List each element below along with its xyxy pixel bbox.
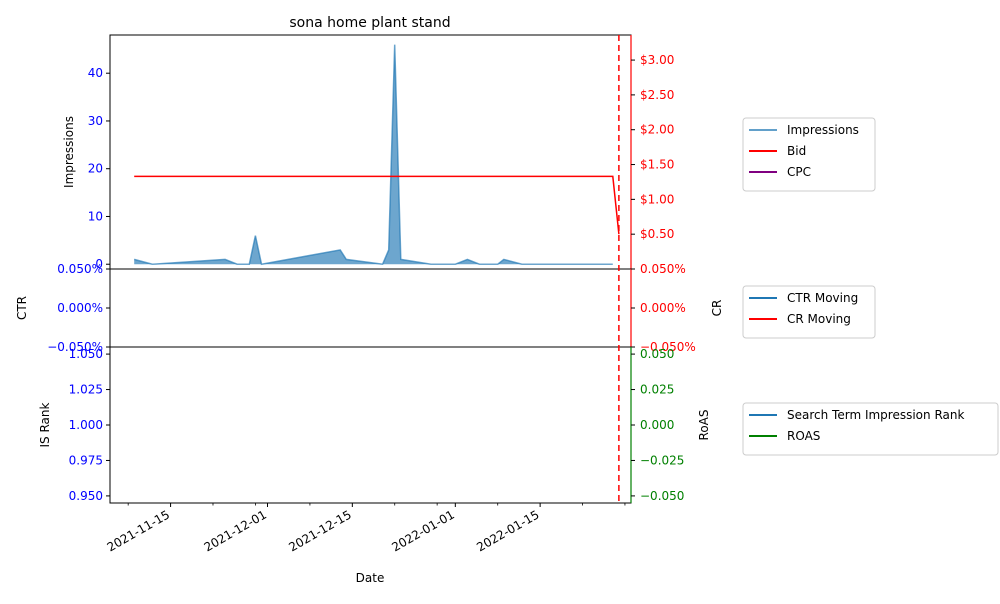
left-tick-label-middle-0: −0.050% [47, 340, 103, 354]
left-tick-label-middle-2: 0.050% [57, 262, 103, 276]
chart-title: sona home plant stand [289, 15, 450, 31]
series-impressions-line [134, 44, 613, 266]
left-axis-label-middle: CTR [15, 296, 29, 320]
right-tick-label-bottom-2: 0.000 [640, 418, 674, 432]
x-tick-label-4: 2022-01-15 [474, 507, 541, 554]
x-tick-label-1: 2021-12-01 [202, 507, 269, 554]
right-tick-label-middle-0: −0.050% [640, 340, 696, 354]
left-tick-label-top-3: 30 [88, 114, 103, 128]
panel-frame-middle [109, 268, 632, 348]
legend-label-cpc: CPC [787, 165, 811, 179]
legend-label-search-term-impression-rank: Search Term Impression Rank [787, 408, 964, 422]
legend-label-impressions: Impressions [787, 123, 859, 137]
series-bid-line [134, 175, 620, 235]
right-axis-label-middle: CR [710, 300, 724, 317]
left-tick-label-top-0: 0 [95, 257, 103, 271]
panel-middle: −0.050% 0.000% 0.050% CTR −0.050% 0.000% 0.050… [15, 262, 724, 354]
left-tick-label-bottom-3: 1.025 [69, 383, 103, 397]
left-tick-label-top-4: 40 [88, 66, 103, 80]
left-tick-label-bottom-2: 1.000 [69, 418, 103, 432]
right-tick-label-top-5: $3.00 [640, 53, 674, 67]
panel-top: 0 10 20 30 40 Impressions $0.50 $1.00 $1.50 $2.00… [62, 34, 674, 271]
left-axis-label-bottom: IS Rank [38, 402, 52, 447]
right-tick-label-top-1: $1.00 [640, 192, 674, 206]
x-axis: 2021-11-15 2021-12-01 2021-12-15 2022-01-01… [105, 503, 626, 554]
legend-label-cr-moving: CR Moving [787, 312, 851, 326]
panel-bottom: 0.950 0.975 1.000 1.025 1.050 IS Rank −0.050 −0… [38, 346, 711, 504]
right-tick-label-bottom-3: 0.025 [640, 383, 674, 397]
x-tick-label-2: 2021-12-15 [286, 507, 353, 554]
right-tick-label-top-4: $2.50 [640, 88, 674, 102]
left-tick-label-top-2: 20 [88, 162, 103, 176]
legend-label-bid: Bid [787, 144, 806, 158]
left-tick-label-bottom-1: 0.975 [69, 453, 103, 467]
right-tick-label-bottom-1: −0.025 [640, 453, 684, 467]
right-tick-label-top-2: $1.50 [640, 158, 674, 172]
left-tick-label-bottom-0: 0.950 [69, 489, 103, 503]
panel-frame-top [109, 34, 632, 270]
left-tick-label-middle-1: 0.000% [57, 301, 103, 315]
legend-1: Impressions Bid CPC [742, 117, 876, 192]
legend-2: CTR Moving CR Moving [742, 285, 876, 339]
right-tick-label-middle-2: 0.050% [640, 262, 686, 276]
left-tick-label-top-1: 10 [88, 209, 103, 223]
right-tick-label-top-0: $0.50 [640, 227, 674, 241]
legend-label-roas: ROAS [787, 429, 820, 443]
right-tick-label-middle-1: 0.000% [640, 301, 686, 315]
left-axis-label-top: Impressions [62, 116, 76, 188]
legend-3: Search Term Impression Rank ROAS [742, 402, 999, 456]
right-tick-label-bottom-0: −0.050 [640, 489, 684, 503]
x-tick-label-3: 2022-01-01 [389, 507, 456, 554]
right-tick-label-bottom-4: 0.050 [640, 347, 674, 361]
legend-box-3 [742, 402, 999, 456]
right-axis-label-bottom: RoAS [697, 410, 711, 441]
series-impressions-area [134, 44, 613, 265]
series-layer-top [134, 44, 620, 266]
left-tick-label-bottom-4: 1.050 [69, 347, 103, 361]
x-tick-label-0: 2021-11-15 [105, 507, 172, 554]
x-axis-label: Date [356, 571, 385, 585]
panel-frame-bottom [109, 346, 632, 504]
right-tick-label-top-3: $2.00 [640, 123, 674, 137]
legend-label-ctr-moving: CTR Moving [787, 291, 858, 305]
